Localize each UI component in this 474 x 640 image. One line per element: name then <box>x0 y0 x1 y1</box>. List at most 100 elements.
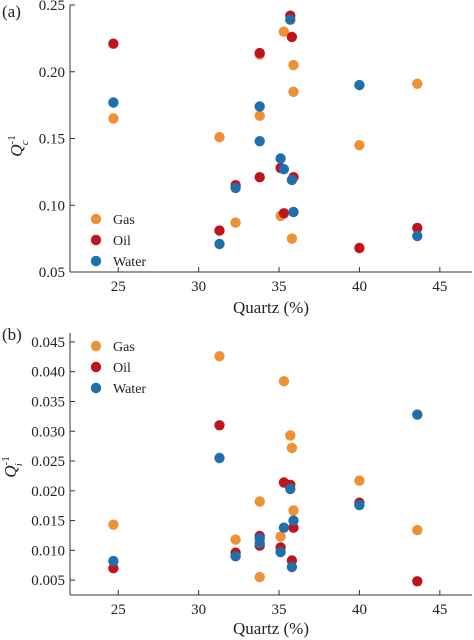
panel-b-y-title-sub: i <box>13 463 25 466</box>
panel-a-point-water <box>285 14 296 25</box>
panel-b-legend: Gas Oil Water <box>90 340 146 397</box>
panel-b-point-water <box>288 515 299 526</box>
panel-a-point-gas <box>288 86 299 98</box>
panel-a-point-water <box>275 153 286 164</box>
panel-a-point-water <box>254 101 265 112</box>
panel-b-legend-marker-oil <box>90 361 102 373</box>
panel-a-point-gas <box>230 217 241 228</box>
panel-b-y-tick-label: 0.015 <box>31 514 65 530</box>
panel-a-point-gas <box>354 140 365 151</box>
panel-a-point-oil <box>278 208 290 219</box>
panel-a-y-axis-title: Q-1c <box>6 135 31 156</box>
panel-a-plot-area: 0.05 0.10 0.15 0.20 0.25 25 30 35 40 45 Gas Oil Wate… <box>39 0 472 295</box>
panel-b-legend-marker-water <box>90 382 102 394</box>
panel-b-y-tick-label: 0.035 <box>31 394 65 410</box>
panel-b-point-water <box>354 499 365 511</box>
panel-a-point-gas <box>254 110 265 122</box>
panel-b-legend-label-gas: Gas <box>113 340 135 355</box>
panel-a-point-oil <box>286 31 298 43</box>
panel-b-point-oil <box>214 420 225 431</box>
panel-a-y-tick-label: 0.05 <box>39 265 65 281</box>
panel-a-y-tick-label: 0.20 <box>39 65 65 81</box>
panel-a-x-tick-label: 30 <box>191 279 206 295</box>
panel-b-point-gas <box>214 351 225 362</box>
panel-b-x-tick-label: 45 <box>432 602 447 618</box>
panel-b-point-water <box>412 409 423 420</box>
panel-a-point-gas <box>214 132 225 143</box>
panel-b-point-gas <box>278 376 290 387</box>
panel-b-y-tick-label: 0.045 <box>31 335 65 351</box>
panel-b-point-oil <box>412 576 423 587</box>
panel-a-point-water <box>278 164 290 175</box>
panel-a-y-title-sup: -1 <box>6 135 18 144</box>
panel-a-legend-marker-oil <box>90 234 102 246</box>
panel-b-y-title-sup: -1 <box>0 456 12 465</box>
panel-b-point-gas <box>412 524 423 536</box>
panel-a-point-water <box>108 97 119 108</box>
panel-a-point-gas <box>278 26 290 37</box>
panel-a-point-water <box>288 206 299 218</box>
panel-a-legend-marker-gas <box>90 213 102 225</box>
panel-b-point-gas <box>286 442 298 454</box>
panel-a-legend: Gas Oil Water <box>90 213 146 270</box>
panel-b-point-gas <box>285 430 296 441</box>
panel-b-point-gas <box>288 505 299 516</box>
panel-a-x-tick-label: 25 <box>111 279 126 295</box>
panel-b-point-water <box>230 551 241 562</box>
panel-a-y-tick-label: 0.25 <box>39 0 65 14</box>
panel-a-legend-marker-water <box>90 255 102 267</box>
panel-a-point-water <box>230 182 241 194</box>
panel-a-point-oil <box>254 172 265 183</box>
panel-b-point-gas <box>108 519 119 530</box>
panel-a-point-oil <box>108 38 119 49</box>
panel-b-y-tick-label: 0.040 <box>31 365 65 381</box>
panel-b-y-title-main: Q <box>1 465 20 477</box>
panel-b-point-water <box>278 522 290 533</box>
panel-a-label: (a) <box>2 2 21 21</box>
panel-b-point-gas <box>254 571 265 583</box>
panel-b-x-axis-title: Quartz (%) <box>233 619 309 638</box>
panel-b-x-tick-label: 30 <box>191 602 206 618</box>
panel-a-point-water <box>354 79 365 91</box>
panel-a-point-oil <box>254 47 265 59</box>
panel-a-y-tick-label: 0.10 <box>39 198 65 214</box>
panel-b-point-gas <box>354 475 365 486</box>
panel-b-point-water <box>285 483 296 495</box>
panel-a-x-tick-label: 40 <box>352 279 367 295</box>
panel-b-point-water <box>254 533 265 544</box>
panel-b-y-tick-label: 0.030 <box>31 424 65 440</box>
panel-a-legend-label-water: Water <box>113 255 146 270</box>
panel-b-point-gas <box>254 496 265 507</box>
panel-b-label: (b) <box>2 325 22 344</box>
panel-a-point-water <box>254 136 265 147</box>
panel-a-legend-label-gas: Gas <box>113 213 135 228</box>
panel-b-point-gas <box>275 531 286 542</box>
panel-a-legend-label-oil: Oil <box>113 234 131 249</box>
panel-b-y-tick-label: 0.020 <box>31 484 65 500</box>
panel-a-y-title-sub: c <box>19 140 31 145</box>
panel-a-x-tick-label: 45 <box>432 279 447 295</box>
panel-b-point-water <box>286 561 298 573</box>
panel-a-y-title-main: Q <box>7 144 26 156</box>
panel-a-point-water <box>214 238 225 250</box>
panel-b-x-tick-label: 35 <box>272 602 287 618</box>
panel-a-point-oil <box>214 225 225 236</box>
panel-b-legend-marker-gas <box>90 340 102 352</box>
panel-a-y-tick-label: 0.15 <box>39 132 65 148</box>
panel-b-plot-area: 0.005 0.010 0.015 0.020 0.025 0.030 0.035 0.040… <box>31 333 472 618</box>
panel-b: (b) Q-1i 0.0050.0100.0150.0200.0250.0300… <box>0 325 472 638</box>
panel-a: (a) Q-1c 0.05 0.10 0.15 0.20 0.25 25 30 35 40 45 G… <box>2 0 472 317</box>
panel-b-legend-label-oil: Oil <box>113 361 131 376</box>
panel-b-y-tick-label: 0.025 <box>31 454 65 470</box>
panel-a-point-gas <box>108 113 119 124</box>
panel-a-point-water <box>412 230 423 242</box>
panel-b-x-tick-label: 40 <box>352 602 367 618</box>
panel-a-point-gas <box>288 59 299 71</box>
panel-a-x-axis-title: Quartz (%) <box>233 298 309 317</box>
panel-b-point-water <box>108 555 119 567</box>
panel-b-y-tick-label: 0.005 <box>31 573 65 589</box>
panel-b-y-tick-label: 0.010 <box>31 543 65 559</box>
panel-b-y-axis-title: Q-1i <box>0 456 25 477</box>
panel-b-legend-label-water: Water <box>113 382 146 397</box>
